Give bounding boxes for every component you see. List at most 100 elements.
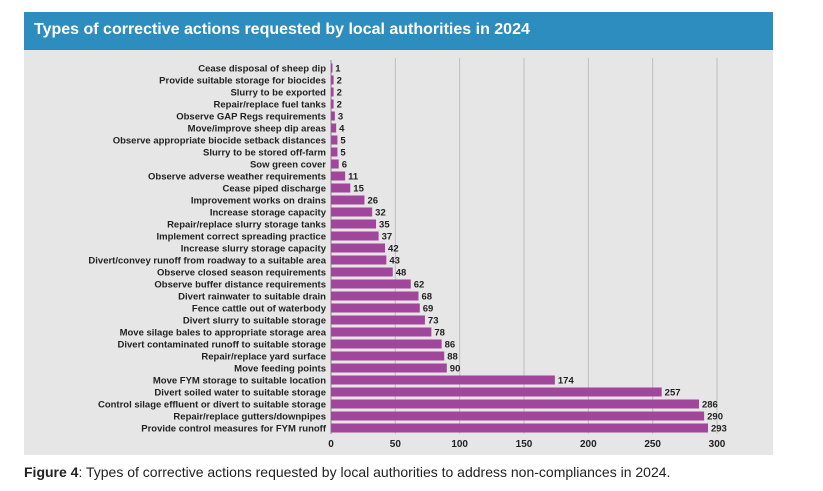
category-label: Divert contaminated runoff to suitable s… xyxy=(118,340,327,351)
data-label: 257 xyxy=(665,388,681,399)
bar xyxy=(331,147,338,157)
category-label: Move/improve sheep dip areas xyxy=(188,124,326,135)
category-label: Repair/replace gutters/downpipes xyxy=(173,412,326,423)
data-label: 3 xyxy=(338,112,343,123)
bar xyxy=(331,375,555,385)
chart-title: Types of corrective actions requested by… xyxy=(34,21,530,38)
figure-caption: Figure 4: Types of corrective actions re… xyxy=(24,464,670,480)
x-tick-label: 150 xyxy=(516,439,533,450)
data-label: 293 xyxy=(711,424,727,435)
bar xyxy=(331,423,708,433)
category-label: Observe closed season requirements xyxy=(157,268,326,279)
bar xyxy=(331,363,447,373)
category-label: Provide suitable storage for biocides xyxy=(159,76,326,87)
data-label: 5 xyxy=(340,148,346,159)
bar xyxy=(331,291,419,301)
data-label: 32 xyxy=(375,208,386,219)
bar xyxy=(331,219,377,229)
caption-text: : Types of corrective actions requested … xyxy=(78,464,671,480)
category-label: Divert soiled water to suitable storage xyxy=(154,388,326,399)
category-label: Observe buffer distance requirements xyxy=(154,280,326,291)
category-label: Cease disposal of sheep dip xyxy=(198,64,326,75)
bar xyxy=(331,303,420,313)
category-label: Increase slurry storage capacity xyxy=(181,244,327,255)
bar xyxy=(331,183,351,193)
bar xyxy=(331,99,334,109)
data-label: 290 xyxy=(707,412,723,423)
bar xyxy=(331,387,662,397)
x-tick-label: 200 xyxy=(580,439,597,450)
bar xyxy=(331,327,432,337)
bar xyxy=(331,231,379,241)
data-label: 2 xyxy=(337,100,342,111)
data-label: 11 xyxy=(348,172,359,183)
bar xyxy=(331,123,337,133)
x-tick-label: 0 xyxy=(328,439,334,450)
bar xyxy=(331,159,339,169)
data-label: 6 xyxy=(342,160,347,171)
category-label: Slurry to be stored off-farm xyxy=(203,148,326,159)
bar xyxy=(331,63,333,73)
category-label: Repair/replace slurry storage tanks xyxy=(167,220,326,231)
data-label: 2 xyxy=(337,88,342,99)
data-label: 48 xyxy=(396,268,407,279)
bar xyxy=(331,171,346,181)
category-label: Divert rainwater to suitable drain xyxy=(178,292,326,303)
data-label: 35 xyxy=(379,220,390,231)
data-label: 4 xyxy=(339,124,345,135)
category-label: Fence cattle out of waterbody xyxy=(192,304,327,315)
data-label: 69 xyxy=(423,304,434,315)
bar xyxy=(331,111,335,121)
category-label: Move FYM storage to suitable location xyxy=(153,376,326,387)
data-label: 37 xyxy=(382,232,393,243)
category-label: Repair/replace fuel tanks xyxy=(214,100,326,111)
category-label: Observe adverse weather requirements xyxy=(148,172,326,183)
bar xyxy=(331,87,334,97)
plot-panel: Cease disposal of sheep dip Provide suita… xyxy=(24,50,773,455)
data-label: 62 xyxy=(414,280,425,291)
category-label: Observe GAP Regs requirements xyxy=(176,112,326,123)
data-label: 174 xyxy=(558,376,575,387)
category-label: Divert/convey runoff from roadway to a s… xyxy=(88,256,326,267)
bar xyxy=(331,411,705,421)
data-label: 15 xyxy=(353,184,364,195)
bar xyxy=(331,243,386,253)
category-label: Move feeding points xyxy=(234,364,326,375)
data-label: 2 xyxy=(337,76,342,87)
category-label: Move silage bales to appropriate storage… xyxy=(120,328,327,339)
data-label: 1 xyxy=(335,64,341,75)
category-label: Divert slurry to suitable storage xyxy=(183,316,326,327)
category-label: Sow green cover xyxy=(250,160,326,171)
bar xyxy=(331,75,334,85)
data-label: 286 xyxy=(702,400,718,411)
x-tick-label: 50 xyxy=(390,439,402,450)
data-label: 5 xyxy=(340,136,346,147)
data-label: 26 xyxy=(367,196,378,207)
bar xyxy=(331,339,442,349)
category-label: Increase storage capacity xyxy=(210,208,327,219)
category-label: Control silage effluent or divert to sui… xyxy=(98,400,326,411)
category-label: Cease piped discharge xyxy=(223,184,326,195)
bar xyxy=(331,351,445,361)
x-tick-label: 100 xyxy=(451,439,468,450)
bar xyxy=(331,207,373,217)
bar xyxy=(331,279,411,289)
data-label: 90 xyxy=(450,364,461,375)
data-label: 43 xyxy=(389,256,400,267)
data-label: 73 xyxy=(428,316,439,327)
chart-title-bar: Types of corrective actions requested by… xyxy=(24,12,773,50)
category-label: Observe appropriate biocide setback dist… xyxy=(113,136,326,147)
gridlines xyxy=(330,58,718,434)
value-labels: 1222345561115263235374243486268697378868… xyxy=(335,64,727,435)
x-tick-label: 250 xyxy=(644,439,661,450)
data-label: 78 xyxy=(434,328,445,339)
category-label: Improvement works on drains xyxy=(191,196,326,207)
category-label: Provide control measures for FYM runoff xyxy=(141,424,327,435)
category-label: Slurry to be exported xyxy=(230,88,326,99)
figure-label: Figure 4 xyxy=(24,464,79,480)
bar xyxy=(331,399,699,409)
category-label: Implement correct spreading practice xyxy=(157,232,326,243)
bars xyxy=(331,63,708,433)
data-label: 42 xyxy=(388,244,399,255)
